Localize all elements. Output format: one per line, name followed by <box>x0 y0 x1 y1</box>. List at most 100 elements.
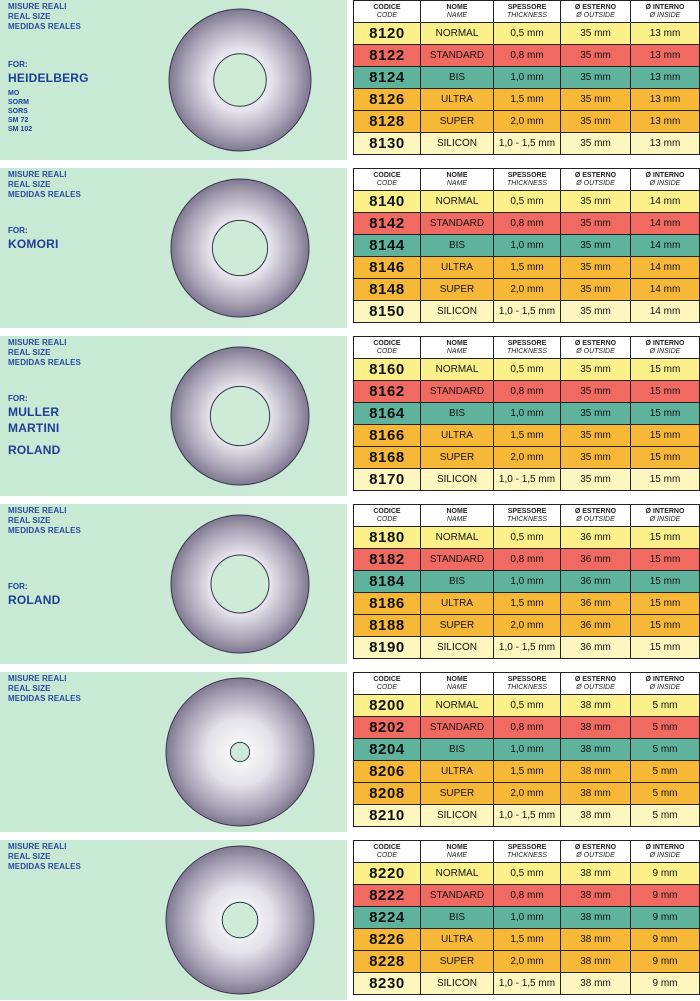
cell-outside: 35 mm <box>560 22 631 45</box>
cell-code: 8220 <box>353 862 421 885</box>
spec-table-wrap: CODICE CODE NOME NAME SPESSORE THICKNESS Ø EST… <box>353 840 700 995</box>
cell-outside: 36 mm <box>560 636 631 659</box>
cell-outside: 35 mm <box>560 446 631 469</box>
cell-thickness: 2,0 mm <box>493 110 561 133</box>
brand-name: ROLAND <box>8 443 61 457</box>
cell-code: 8184 <box>353 570 421 593</box>
spec-table-wrap: CODICE CODE NOME NAME SPESSORE THICKNESS Ø EST… <box>353 0 700 155</box>
cell-inside: 13 mm <box>630 66 700 89</box>
spec-table: CODICE CODE NOME NAME SPESSORE THICKNESS Ø EST… <box>353 504 700 659</box>
cell-inside: 15 mm <box>630 380 700 403</box>
cell-thickness: 1,5 mm <box>493 592 561 615</box>
disc-illustration <box>165 677 315 827</box>
cell-code: 8122 <box>353 44 421 67</box>
cell-outside: 38 mm <box>560 972 631 995</box>
cell-inside: 15 mm <box>630 636 700 659</box>
product-section: MISURE REALI REAL SIZE MEDIDAS REALES FOR: M… <box>0 336 700 496</box>
cell-code: 8160 <box>353 358 421 381</box>
cell-outside: 38 mm <box>560 906 631 929</box>
cell-outside: 38 mm <box>560 884 631 907</box>
cell-code: 8180 <box>353 526 421 549</box>
table-row: 8124 BIS 1,0 mm 35 mm 13 mm <box>353 66 700 89</box>
cell-outside: 38 mm <box>560 738 631 761</box>
header-thickness: SPESSORE THICKNESS <box>493 504 561 527</box>
table-row: 8224 BIS 1,0 mm 38 mm 9 mm <box>353 906 700 929</box>
header-label: Ø ESTERNO <box>574 675 617 683</box>
spec-table-wrap: CODICE CODE NOME NAME SPESSORE THICKNESS Ø EST… <box>353 504 700 659</box>
header-label-en: NAME <box>446 851 468 859</box>
compatibility-block: FOR: ROLAND <box>8 582 61 608</box>
for-label: FOR: <box>8 394 28 403</box>
header-label: Ø INTERNO <box>645 339 685 347</box>
cell-inside: 14 mm <box>630 212 700 235</box>
cell-thickness: 0,5 mm <box>493 22 561 45</box>
size-label: MISURE REALI <box>8 170 67 179</box>
cell-thickness: 0,8 mm <box>493 380 561 403</box>
cell-name: BIS <box>420 906 494 929</box>
cell-code: 8228 <box>353 950 421 973</box>
product-section: MISURE REALI REAL SIZE MEDIDAS REALES FOR: K… <box>0 168 700 328</box>
for-label: FOR: <box>8 226 28 235</box>
cell-inside: 9 mm <box>630 928 700 951</box>
brand-name: MARTINI <box>8 421 60 435</box>
cell-inside: 9 mm <box>630 862 700 885</box>
header-label-en: Ø OUTSIDE <box>576 179 615 187</box>
cell-code: 8182 <box>353 548 421 571</box>
cell-thickness: 1,0 mm <box>493 906 561 929</box>
table-row: 8220 NORMAL 0,5 mm 38 mm 9 mm <box>353 862 700 885</box>
header-label-en: CODE <box>376 347 398 355</box>
cell-name: BIS <box>420 570 494 593</box>
header-thickness: SPESSORE THICKNESS <box>493 0 561 23</box>
header-inside: Ø INTERNO Ø INSIDE <box>630 0 700 23</box>
header-label: SPESSORE <box>507 339 547 347</box>
cell-thickness: 0,8 mm <box>493 44 561 67</box>
header-label-en: Ø OUTSIDE <box>576 851 615 859</box>
header-label-en: CODE <box>376 683 398 691</box>
cell-code: 8224 <box>353 906 421 929</box>
cell-thickness: 1,5 mm <box>493 760 561 783</box>
header-thickness: SPESSORE THICKNESS <box>493 336 561 359</box>
cell-name: STANDARD <box>420 884 494 907</box>
table-row: 8146 ULTRA 1,5 mm 35 mm 14 mm <box>353 256 700 279</box>
table-row: 8210 SILICON 1,0 - 1,5 mm 38 mm 5 mm <box>353 804 700 827</box>
cell-name: BIS <box>420 234 494 257</box>
table-row: 8160 NORMAL 0,5 mm 35 mm 15 mm <box>353 358 700 381</box>
cell-name: BIS <box>420 66 494 89</box>
table-row: 8144 BIS 1,0 mm 35 mm 14 mm <box>353 234 700 257</box>
header-inside: Ø INTERNO Ø INSIDE <box>630 504 700 527</box>
cell-code: 8190 <box>353 636 421 659</box>
real-size-labels: MISURE REALI REAL SIZE MEDIDAS REALES <box>8 506 81 536</box>
disc-center-hole <box>221 901 259 939</box>
header-label: Ø ESTERNO <box>574 3 617 11</box>
cell-outside: 38 mm <box>560 782 631 805</box>
cell-inside: 9 mm <box>630 972 700 995</box>
cell-code: 8140 <box>353 190 421 213</box>
disc-center-hole <box>229 741 251 763</box>
table-row: 8206 ULTRA 1,5 mm 38 mm 5 mm <box>353 760 700 783</box>
header-inside: Ø INTERNO Ø INSIDE <box>630 840 700 863</box>
table-row: 8170 SILICON 1,0 - 1,5 mm 35 mm 15 mm <box>353 468 700 491</box>
header-label: SPESSORE <box>507 3 547 11</box>
cell-thickness: 0,8 mm <box>493 548 561 571</box>
real-size-labels: MISURE REALI REAL SIZE MEDIDAS REALES <box>8 842 81 872</box>
table-row: 8142 STANDARD 0,8 mm 35 mm 14 mm <box>353 212 700 235</box>
cell-thickness: 1,0 - 1,5 mm <box>493 468 561 491</box>
cell-outside: 35 mm <box>560 88 631 111</box>
cell-inside: 15 mm <box>630 402 700 425</box>
table-row: 8188 SUPER 2,0 mm 36 mm 15 mm <box>353 614 700 637</box>
cell-code: 8208 <box>353 782 421 805</box>
cell-outside: 35 mm <box>560 234 631 257</box>
cell-code: 8148 <box>353 278 421 301</box>
size-label: MEDIDAS REALES <box>8 526 81 535</box>
left-panel: MISURE REALI REAL SIZE MEDIDAS REALES <box>0 672 347 832</box>
product-section: MISURE REALI REAL SIZE MEDIDAS REALES FOR: R… <box>0 504 700 664</box>
cell-code: 8204 <box>353 738 421 761</box>
table-row: 8122 STANDARD 0,8 mm 35 mm 13 mm <box>353 44 700 67</box>
header-label: NOME <box>446 843 468 851</box>
compatibility-block: FOR: HEIDELBERG MO SORM SORS SM 72 SM 102 <box>8 60 89 134</box>
size-label: MEDIDAS REALES <box>8 22 81 31</box>
header-label-en: NAME <box>446 515 468 523</box>
disc-center-hole <box>211 219 269 277</box>
table-row: 8186 ULTRA 1,5 mm 36 mm 15 mm <box>353 592 700 615</box>
header-label-en: Ø INSIDE <box>649 347 681 355</box>
